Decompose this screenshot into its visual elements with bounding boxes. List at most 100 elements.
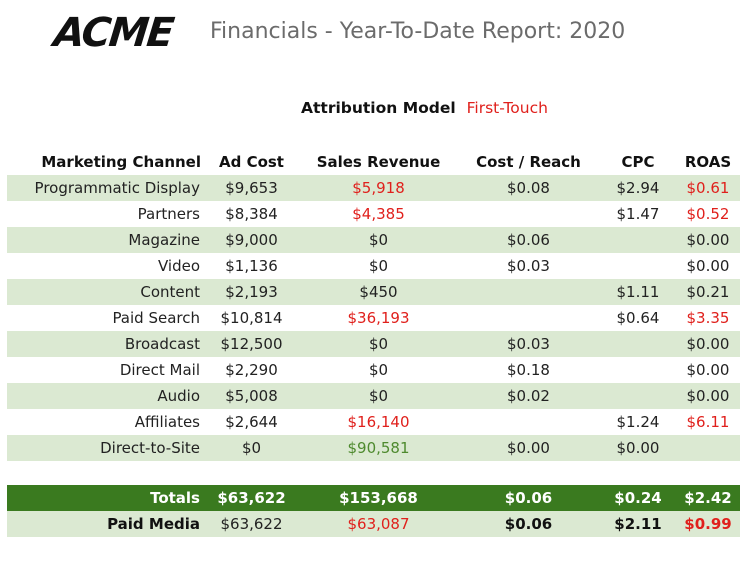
cpc-cell: $1.24 xyxy=(616,413,660,431)
sales-revenue-cell: $0 xyxy=(368,361,389,379)
page-title: Financials - Year-To-Date Report: 2020 xyxy=(210,19,626,44)
sales-revenue-cell: $0 xyxy=(300,383,457,409)
paid-media-cpc: $2.11 xyxy=(600,511,676,537)
channel-cell: Broadcast xyxy=(7,331,203,357)
roas-cell: $3.35 xyxy=(686,309,730,327)
cpc-cell: $1.11 xyxy=(600,279,676,305)
totals-cpc: $0.24 xyxy=(600,485,676,511)
roas-cell: $0.21 xyxy=(676,279,740,305)
totals-row: Totals $63,622 $153,668 $0.06 $0.24 $2.4… xyxy=(7,485,740,511)
channel-cell: Affiliates xyxy=(134,413,200,431)
channel-cell: Direct-to-Site xyxy=(7,435,203,461)
table-row: Audio $5,008 $0 $0.02 $0.00 xyxy=(7,383,740,409)
column-header-sales-revenue: Sales Revenue xyxy=(316,153,441,171)
acme-logo: ACME xyxy=(51,10,175,56)
roas-cell xyxy=(676,435,740,461)
totals-label: Totals xyxy=(7,485,203,511)
roas-cell: $0.61 xyxy=(676,175,740,201)
financials-table: Marketing Channel Ad Cost Sales Revenue … xyxy=(7,149,740,537)
table-row: Magazine $9,000 $0 $0.06 $0.00 xyxy=(7,227,740,253)
table-row: Video $1,136 $0 $0.03 $0.00 xyxy=(7,253,740,279)
cost-reach-cell xyxy=(457,279,600,305)
column-header-ad-cost: Ad Cost xyxy=(219,153,284,171)
sales-revenue-cell: $0 xyxy=(300,331,457,357)
table-row: Affiliates $2,644 $16,140 $1.24 $6.11 xyxy=(7,409,740,435)
sales-revenue-cell: $0 xyxy=(368,257,389,275)
ad-cost-cell: $2,290 xyxy=(225,361,278,379)
sales-revenue-cell: $36,193 xyxy=(347,309,410,327)
sales-revenue-cell: $0 xyxy=(300,227,457,253)
cpc-cell: $0.64 xyxy=(616,309,660,327)
totals-roas: $2.42 xyxy=(676,485,740,511)
totals-sales-revenue: $153,668 xyxy=(300,485,457,511)
ad-cost-cell: $2,193 xyxy=(203,279,300,305)
roas-cell: $0.00 xyxy=(676,227,740,253)
table-row: Content $2,193 $450 $1.11 $0.21 xyxy=(7,279,740,305)
cost-reach-cell: $0.08 xyxy=(457,175,600,201)
ad-cost-cell: $1,136 xyxy=(225,257,278,275)
channel-cell: Partners xyxy=(137,205,200,223)
column-header-roas: ROAS xyxy=(684,153,732,171)
table-row: Programmatic Display $9,653 $5,918 $0.08… xyxy=(7,175,740,201)
ad-cost-cell: $9,000 xyxy=(203,227,300,253)
cpc-cell: $2.94 xyxy=(600,175,676,201)
ad-cost-cell: $9,653 xyxy=(203,175,300,201)
cost-reach-cell: $0.18 xyxy=(507,361,550,379)
cpc-cell xyxy=(600,253,676,279)
roas-cell: $0.00 xyxy=(686,361,730,379)
roas-cell: $0.52 xyxy=(686,205,730,223)
channel-cell: Magazine xyxy=(7,227,203,253)
cpc-cell xyxy=(600,357,676,383)
attribution-value: First-Touch xyxy=(466,99,548,117)
attribution-model: Attribution Model First-Touch xyxy=(301,99,548,117)
ad-cost-cell: $5,008 xyxy=(203,383,300,409)
channel-cell: Programmatic Display xyxy=(7,175,203,201)
sales-revenue-cell: $5,918 xyxy=(300,175,457,201)
channel-cell: Video xyxy=(157,257,200,275)
table-spacer xyxy=(7,461,740,485)
cpc-cell xyxy=(600,331,676,357)
ad-cost-cell: $12,500 xyxy=(203,331,300,357)
ad-cost-cell: $10,814 xyxy=(220,309,283,327)
roas-cell: $0.00 xyxy=(676,331,740,357)
cost-reach-cell xyxy=(457,409,600,435)
cost-reach-cell: $0.00 xyxy=(457,435,600,461)
channel-cell: Direct Mail xyxy=(119,361,200,379)
table-row: Direct Mail $2,290 $0 $0.18 $0.00 xyxy=(7,357,740,383)
channel-cell: Content xyxy=(7,279,203,305)
cost-reach-cell: $0.06 xyxy=(457,227,600,253)
cpc-cell: $0.00 xyxy=(600,435,676,461)
sales-revenue-cell: $16,140 xyxy=(347,413,410,431)
cpc-cell: $1.47 xyxy=(616,205,660,223)
roas-cell: $0.00 xyxy=(676,383,740,409)
totals-ad-cost: $63,622 xyxy=(203,485,300,511)
cost-reach-cell xyxy=(457,305,600,331)
attribution-label: Attribution Model xyxy=(301,99,456,117)
paid-media-row: Paid Media $63,622 $63,087 $0.06 $2.11 $… xyxy=(7,511,740,537)
sales-revenue-cell: $90,581 xyxy=(300,435,457,461)
paid-media-roas: $0.99 xyxy=(676,511,740,537)
column-header-cost-reach: Cost / Reach xyxy=(476,153,581,171)
spacer-cell xyxy=(7,461,740,485)
channel-cell: Paid Search xyxy=(112,309,200,327)
column-header-channel: Marketing Channel xyxy=(41,153,201,171)
cost-reach-cell: $0.03 xyxy=(457,331,600,357)
cost-reach-cell xyxy=(457,201,600,227)
paid-media-ad-cost: $63,622 xyxy=(203,511,300,537)
column-header-cpc: CPC xyxy=(621,153,655,171)
sales-revenue-cell: $4,385 xyxy=(352,205,405,223)
table-row: Broadcast $12,500 $0 $0.03 $0.00 xyxy=(7,331,740,357)
ad-cost-cell: $0 xyxy=(203,435,300,461)
cpc-cell xyxy=(600,227,676,253)
ad-cost-cell: $8,384 xyxy=(225,205,278,223)
paid-media-sales-revenue: $63,087 xyxy=(300,511,457,537)
table-header-row: Marketing Channel Ad Cost Sales Revenue … xyxy=(7,149,740,175)
cost-reach-cell: $0.02 xyxy=(457,383,600,409)
table-row: Direct-to-Site $0 $90,581 $0.00 $0.00 xyxy=(7,435,740,461)
channel-cell: Audio xyxy=(7,383,203,409)
cost-reach-cell: $0.03 xyxy=(507,257,550,275)
paid-media-cost-reach: $0.06 xyxy=(457,511,600,537)
roas-cell: $0.00 xyxy=(686,257,730,275)
table-row: Partners $8,384 $4,385 $1.47 $0.52 xyxy=(7,201,740,227)
